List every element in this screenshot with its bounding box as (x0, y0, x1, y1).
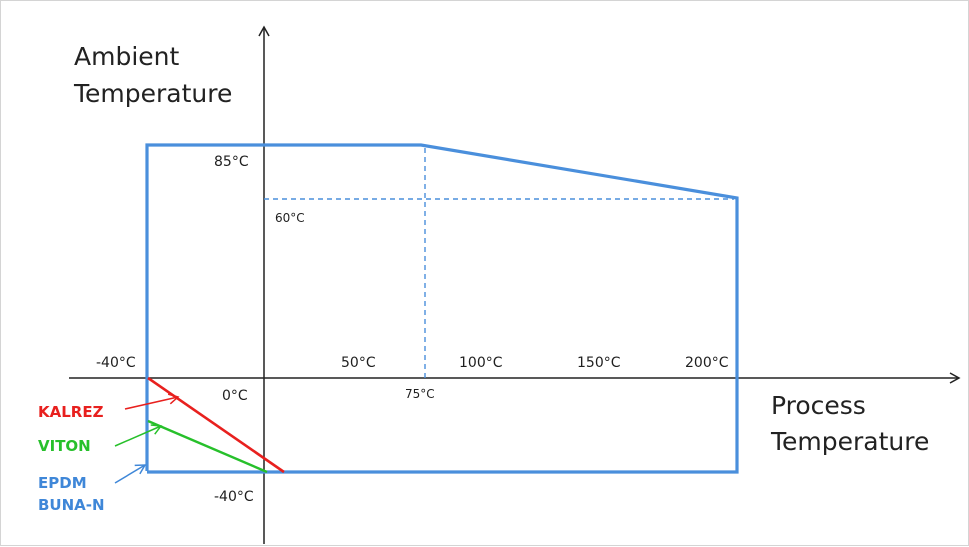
x-axis-title-line2: Temperature (771, 427, 930, 456)
x-axis-title-line1: Process (771, 391, 866, 420)
tick-x-neg40: -40°C (96, 355, 136, 371)
operating-envelope (145, 143, 739, 474)
epdm-pointer (114, 464, 147, 484)
material-label-viton: VITON (38, 437, 91, 455)
tick-x-75: 75°C (405, 387, 435, 401)
tick-x-50: 50°C (341, 355, 376, 371)
tick-x-150: 150°C (577, 355, 621, 371)
viton-limit-line (147, 419, 268, 474)
kalrez-pointer (124, 393, 180, 410)
tick-y-neg40: -40°C (214, 489, 254, 505)
y-axis-title-line1: Ambient (74, 42, 180, 71)
tick-y-85: 85°C (214, 154, 249, 170)
tick-x-200: 200°C (685, 355, 729, 371)
material-label-buna-n: BUNA-N (38, 496, 105, 514)
material-label-kalrez: KALREZ (38, 403, 104, 421)
y-axis-title-line2: Temperature (74, 79, 233, 108)
material-label-epdm: EPDM (38, 474, 87, 492)
tick-x-100: 100°C (459, 355, 503, 371)
tick-y-60: 60°C (275, 211, 305, 225)
viton-pointer (114, 424, 163, 447)
tick-x-0: 0°C (222, 388, 248, 404)
